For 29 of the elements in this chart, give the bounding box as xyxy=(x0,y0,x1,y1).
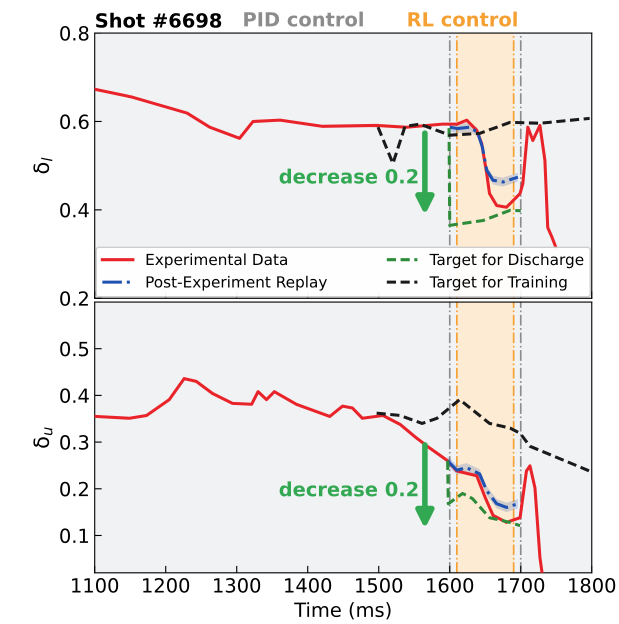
annotation: decrease 0.2 xyxy=(280,481,418,496)
x-tick-label: 1500 xyxy=(356,578,402,593)
legend-label: Target for Discharge xyxy=(430,253,584,268)
y-tick-label: 0.8 xyxy=(60,26,89,41)
y-tick-label: 0.4 xyxy=(60,202,89,218)
x-axis-title: Time (ms) xyxy=(294,602,391,620)
x-tick-label: 1200 xyxy=(143,578,190,593)
text: RL control xyxy=(408,12,517,27)
y-tick-label: 0.6 xyxy=(60,114,89,130)
y-axis-title: δ$_{u}$ xyxy=(33,427,52,448)
x-tick-label: 1800 xyxy=(569,578,616,593)
legend-label: Experimental Data xyxy=(146,253,287,268)
y-tick-label: 0.4 xyxy=(60,388,89,404)
y-tick-label: 0.2 xyxy=(60,291,88,306)
y-tick-label: 0.2 xyxy=(60,482,88,496)
y-tick-label: 0.3 xyxy=(60,435,88,450)
text: PID control xyxy=(244,12,363,27)
chart-title: Shot #6698 xyxy=(96,12,222,28)
x-tick-label: 1300 xyxy=(214,578,260,593)
x-tick-label: 1600 xyxy=(427,578,474,593)
legend-label: Target for Training xyxy=(430,276,566,291)
x-tick-label: 1700 xyxy=(498,578,544,593)
y-tick-label: 0.1 xyxy=(60,528,88,544)
x-tick-label: 1100 xyxy=(72,578,118,593)
legend-label: Post-Experiment Replay xyxy=(146,276,327,291)
y-tick-label: 0.5 xyxy=(60,342,88,356)
y-axis-title: δ$_{l}$ xyxy=(33,158,52,174)
annotation: decrease 0.2 xyxy=(280,168,418,184)
x-tick-label: 1400 xyxy=(285,578,332,593)
